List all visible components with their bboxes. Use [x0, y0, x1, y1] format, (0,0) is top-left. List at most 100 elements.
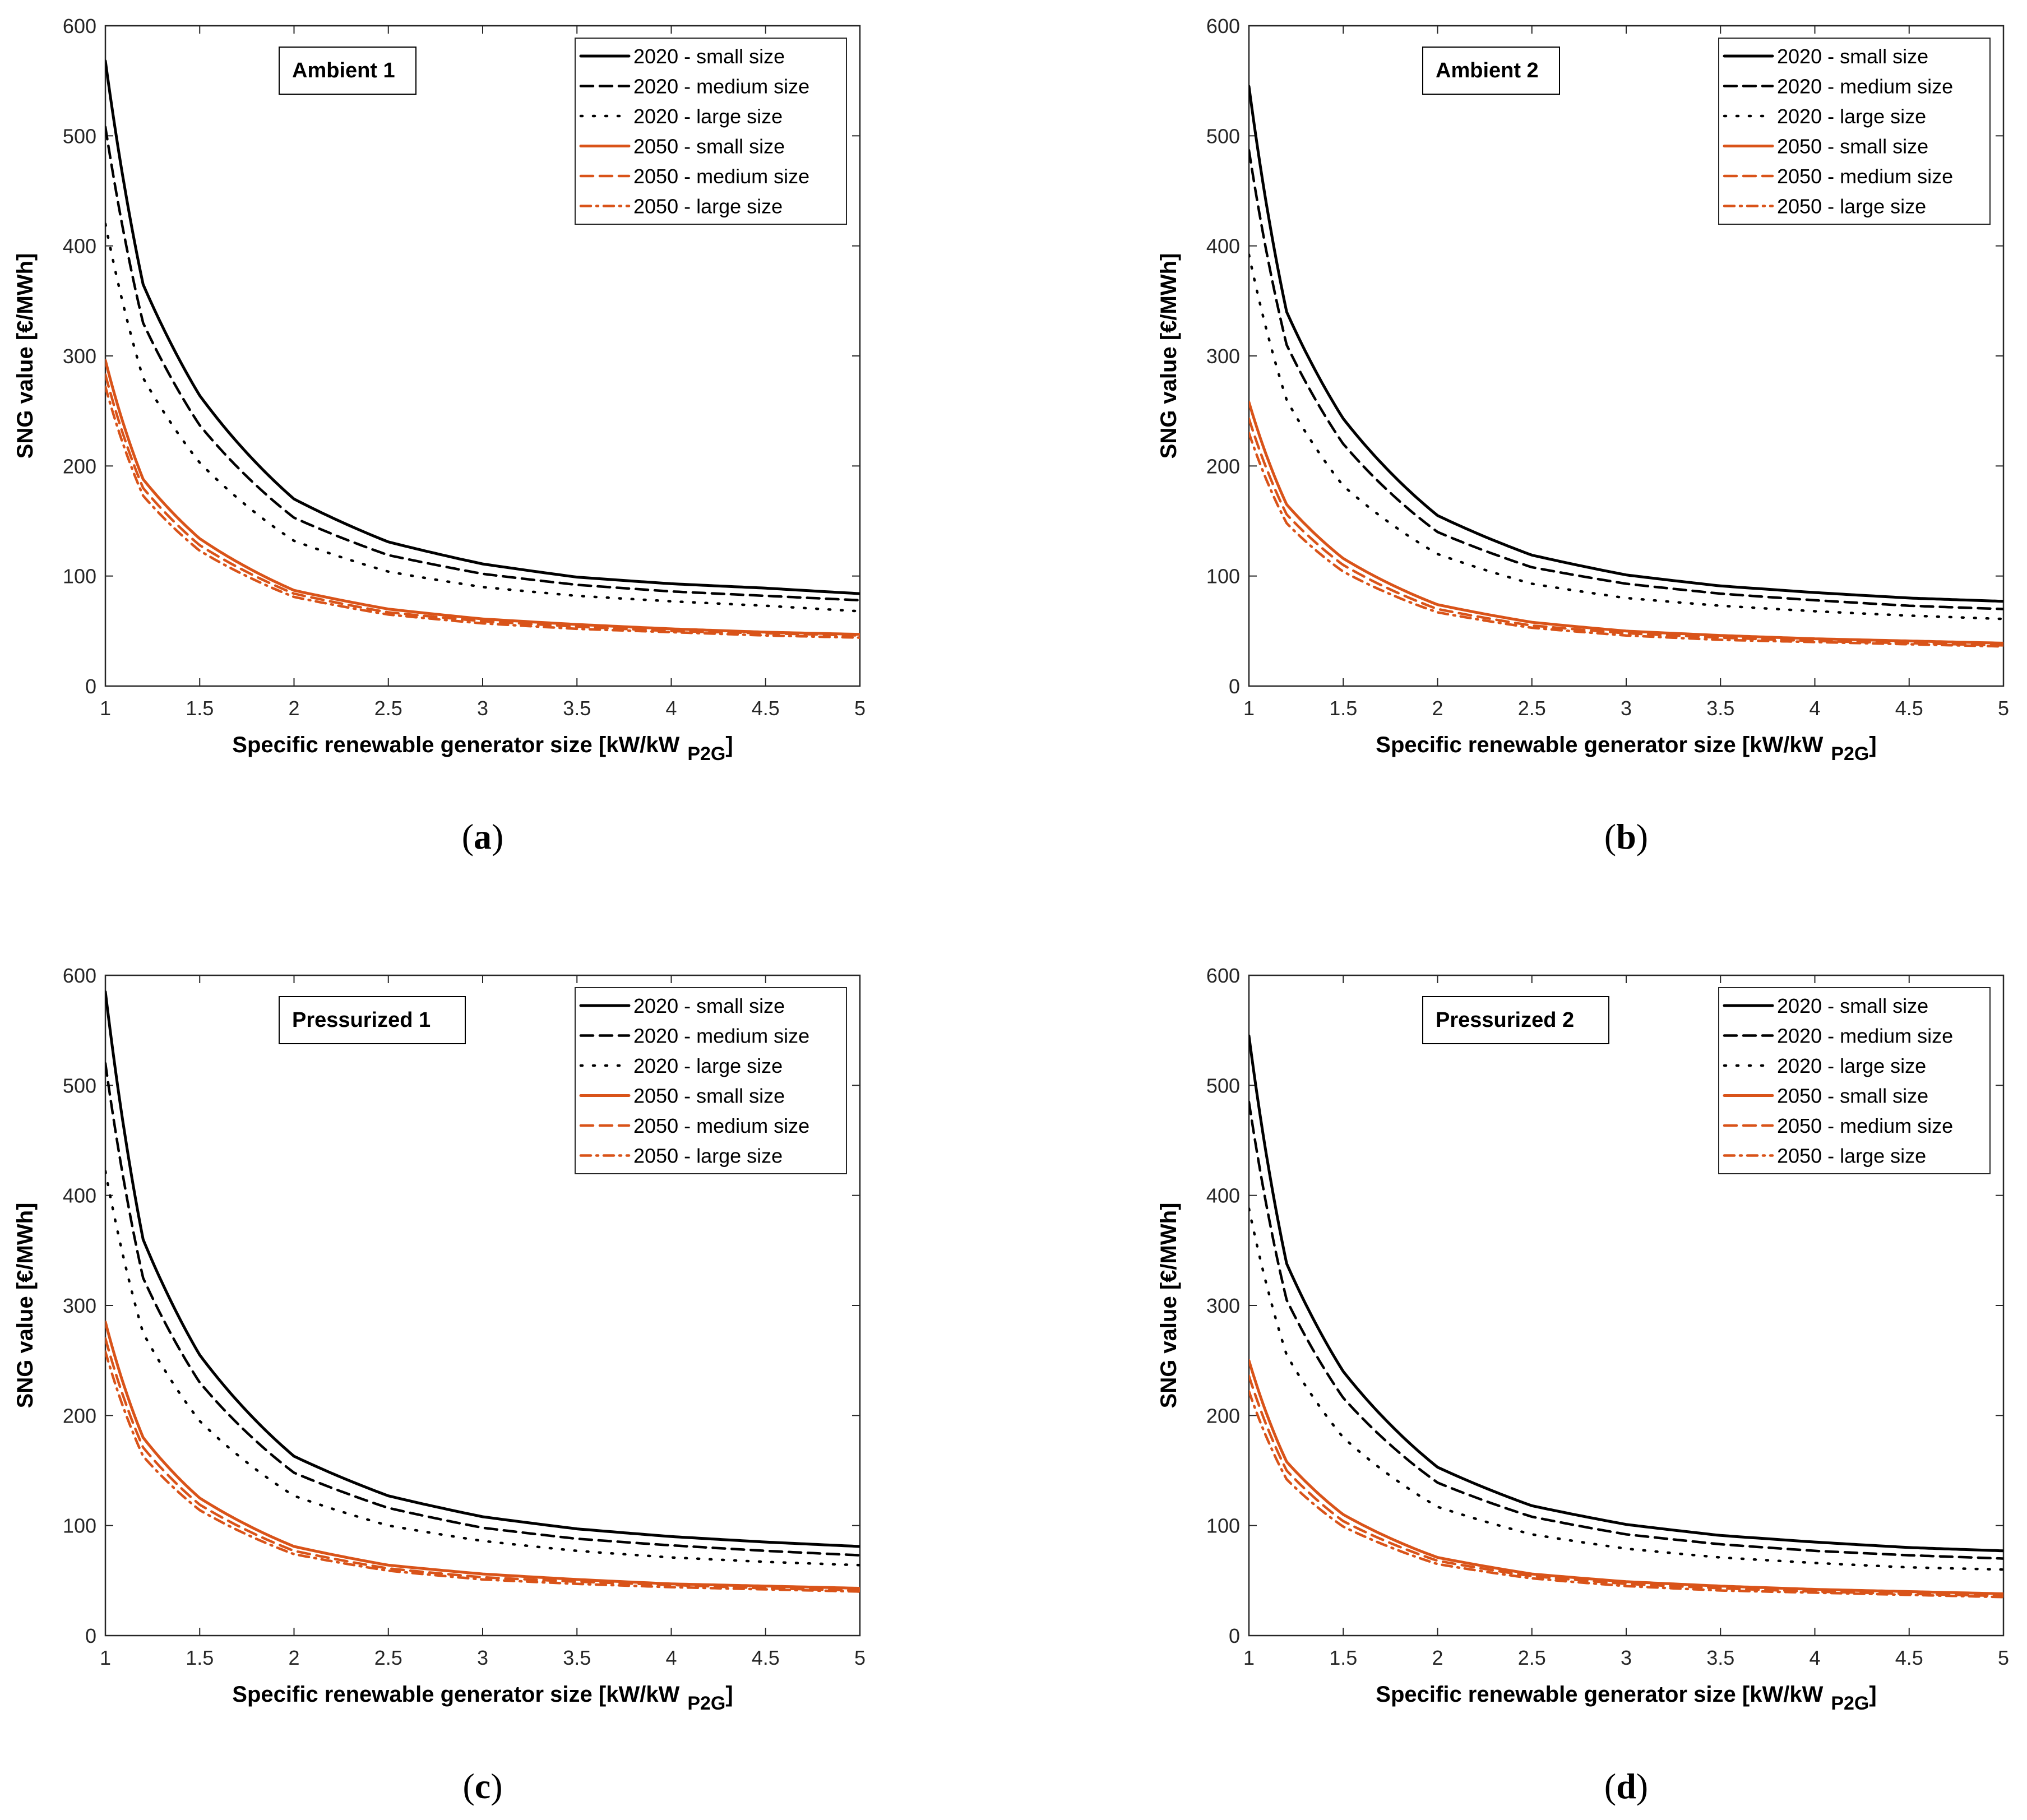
series-line-2 — [1249, 1207, 2003, 1571]
legend-entry-1: 2020 - medium size — [633, 1025, 809, 1048]
y-tick-label: 300 — [63, 345, 96, 368]
x-tick-label: 3 — [1621, 697, 1632, 720]
x-tick-label: 3.5 — [1706, 697, 1734, 720]
legend-entry-0: 2020 - small size — [633, 994, 785, 1017]
caption-letter: b — [1616, 817, 1636, 856]
legend-entry-2: 2020 - large size — [1777, 105, 1926, 128]
series-line-0 — [105, 990, 860, 1548]
caption-letter: d — [1616, 1766, 1636, 1806]
x-axis-title-end: ] — [1869, 1682, 1876, 1707]
caption-close-paren: ) — [490, 1766, 502, 1806]
panel-caption: (a) — [462, 817, 504, 856]
x-axis-title-subscript: P2G — [687, 1693, 725, 1714]
legend-entry-1: 2020 - medium size — [1777, 1025, 1953, 1048]
x-tick-label: 1.5 — [186, 697, 214, 720]
legend-entry-4: 2050 - medium size — [633, 165, 809, 188]
x-tick-label: 2 — [1432, 1646, 1443, 1669]
x-tick-label: 1 — [1243, 697, 1255, 720]
x-tick-label: 1.5 — [1329, 1646, 1357, 1669]
panel-annotation: Ambient 2 — [1422, 47, 1560, 95]
legend-entry-2: 2020 - large size — [1777, 1054, 1926, 1077]
panel-annotation: Ambient 1 — [279, 47, 416, 95]
series-line-0 — [1249, 85, 2003, 603]
y-axis-title: SNG value [€/MWh] — [1156, 1203, 1181, 1409]
legend-entry-5: 2050 - large size — [1777, 195, 1926, 218]
x-axis-title-subscript: P2G — [687, 743, 725, 765]
x-axis-title-subscript: P2G — [1831, 1693, 1869, 1714]
series-line-0 — [105, 59, 860, 595]
y-tick-label: 200 — [63, 455, 96, 478]
legend: 2020 - small size 2020 - medium size 2020 … — [1718, 987, 1991, 1174]
x-tick-label: 5 — [1998, 1646, 2009, 1669]
caption-letter: c — [475, 1766, 490, 1806]
y-axis-title: SNG value [€/MWh] — [13, 253, 38, 459]
x-axis-title-main: Specific renewable generator size [kW/kW — [1376, 1682, 1823, 1707]
x-tick-label: 2 — [288, 1646, 299, 1669]
legend-entry-4: 2050 - medium size — [1777, 165, 1953, 188]
x-tick-label: 4.5 — [1895, 697, 1923, 720]
legend-entry-3: 2050 - small size — [633, 135, 785, 158]
series-line-5 — [105, 385, 860, 639]
x-axis-title-main: Specific renewable generator size [kW/kW — [1376, 733, 1823, 757]
legend-entry-0: 2020 - small size — [1777, 994, 1928, 1017]
series-line-3 — [1249, 1359, 2003, 1595]
series-line-3 — [105, 359, 860, 636]
y-tick-label: 300 — [1206, 1294, 1240, 1317]
y-tick-label: 600 — [63, 964, 96, 987]
x-tick-label: 2.5 — [1518, 1646, 1546, 1669]
x-tick-label: 1 — [100, 697, 111, 720]
y-tick-label: 0 — [85, 675, 96, 698]
series-line-5 — [1249, 432, 2003, 648]
y-tick-label: 500 — [63, 1074, 96, 1097]
x-tick-label: 1.5 — [1329, 697, 1357, 720]
legend-entry-4: 2050 - medium size — [633, 1114, 809, 1137]
legend-box — [575, 38, 847, 225]
y-tick-label: 500 — [1206, 1074, 1240, 1097]
y-tick-label: 500 — [63, 124, 96, 147]
series-line-4 — [105, 373, 860, 637]
x-tick-label: 3 — [1621, 1646, 1632, 1669]
legend-entry-2: 2020 - large size — [633, 1054, 783, 1077]
y-tick-label: 100 — [63, 565, 96, 588]
x-axis-title-end: ] — [725, 733, 733, 757]
series-line-3 — [1249, 401, 2003, 645]
legend: 2020 - small size 2020 - medium size 2020 … — [575, 38, 847, 225]
chart-panel-b: 1 1.5 2 2.5 3 3.5 4 4.5 5 0 100 200 300 400 500 600 Spec… — [1156, 15, 2009, 856]
series-line-2 — [1249, 253, 2003, 620]
legend-entry-1: 2020 - medium size — [633, 75, 809, 98]
series-line-1 — [105, 1062, 860, 1557]
x-tick-label: 4.5 — [752, 697, 780, 720]
x-tick-label: 1 — [100, 1646, 111, 1669]
y-tick-label: 400 — [1206, 1184, 1240, 1207]
series-line-1 — [1249, 149, 2003, 610]
x-tick-label: 5 — [854, 697, 866, 720]
legend-entry-3: 2050 - small size — [1777, 135, 1928, 158]
x-axis-title: Specific renewable generator size [kW/kW… — [1376, 733, 1876, 765]
series-line-2 — [105, 223, 860, 613]
caption-open-paren: ( — [462, 1766, 474, 1806]
legend-entry-5: 2050 - large size — [1777, 1145, 1926, 1168]
y-tick-label: 200 — [1206, 455, 1240, 478]
series-line-0 — [1249, 1034, 2003, 1553]
y-tick-label: 200 — [1206, 1404, 1240, 1427]
caption-open-paren: ( — [462, 817, 474, 856]
annotation-text: Ambient 2 — [1436, 59, 1539, 82]
y-tick-label: 400 — [63, 235, 96, 258]
x-axis-title-main: Specific renewable generator size [kW/kW — [232, 733, 679, 757]
y-axis-title: SNG value [€/MWh] — [1156, 253, 1181, 459]
x-tick-label: 2.5 — [374, 1646, 402, 1669]
y-tick-label: 400 — [63, 1184, 96, 1207]
caption-open-paren: ( — [1604, 1766, 1616, 1806]
legend-entry-4: 2050 - medium size — [1777, 1114, 1953, 1137]
x-axis-title: Specific renewable generator size [kW/kW… — [1376, 1682, 1876, 1714]
chart-panel-d: 1 1.5 2 2.5 3 3.5 4 4.5 5 0 100 200 300 400 500 600 Spec… — [1156, 964, 2009, 1806]
legend: 2020 - small size 2020 - medium size 2020 … — [575, 987, 847, 1174]
chart-panel-c: 1 1.5 2 2.5 3 3.5 4 4.5 5 0 100 200 300 400 500 600 Spec… — [13, 964, 866, 1806]
y-tick-label: 0 — [1229, 675, 1240, 698]
annotation-text: Pressurized 2 — [1436, 1008, 1574, 1032]
x-tick-label: 4 — [665, 697, 677, 720]
x-axis-title-end: ] — [1869, 733, 1876, 757]
series-line-4 — [1249, 1374, 2003, 1597]
y-tick-label: 600 — [1206, 964, 1240, 987]
